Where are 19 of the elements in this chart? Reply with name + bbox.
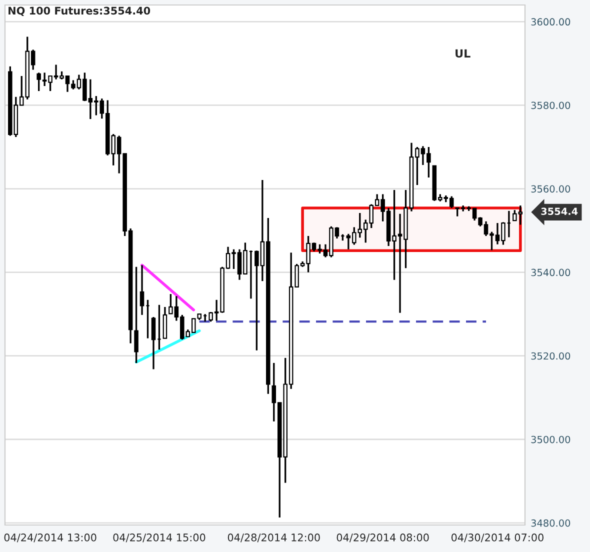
- x-tick-label: 04/30/2014 07:00: [451, 534, 544, 542]
- candlestick: [151, 316, 156, 370]
- candlestick: [134, 266, 138, 364]
- text: 3554.4: [541, 208, 578, 215]
- candlestick: [162, 306, 168, 340]
- x-tick-label: 04/28/2014 12:00: [228, 534, 320, 542]
- y-tick-label: 3480.00: [531, 519, 570, 527]
- y-tick-label: 3500.00: [531, 436, 570, 444]
- x-tick-label: 04/25/2014 15:00: [113, 534, 206, 542]
- y-tick-label: 3600.00: [531, 18, 570, 26]
- candlestick: [140, 264, 144, 316]
- x-tick-label: 04/29/2014 08:00: [336, 534, 429, 542]
- y-tick-label: 3580.00: [531, 102, 570, 110]
- y-tick-label: 3520.00: [531, 352, 570, 360]
- chart-title: NQ 100 Futures:3554.40: [8, 6, 150, 16]
- y-tick-label: 3560.00: [531, 185, 570, 193]
- annotation: UL: [456, 49, 470, 58]
- y-tick-label: 3540.00: [531, 268, 570, 276]
- x-tick-label: 04/24/2014 13:00: [4, 534, 96, 542]
